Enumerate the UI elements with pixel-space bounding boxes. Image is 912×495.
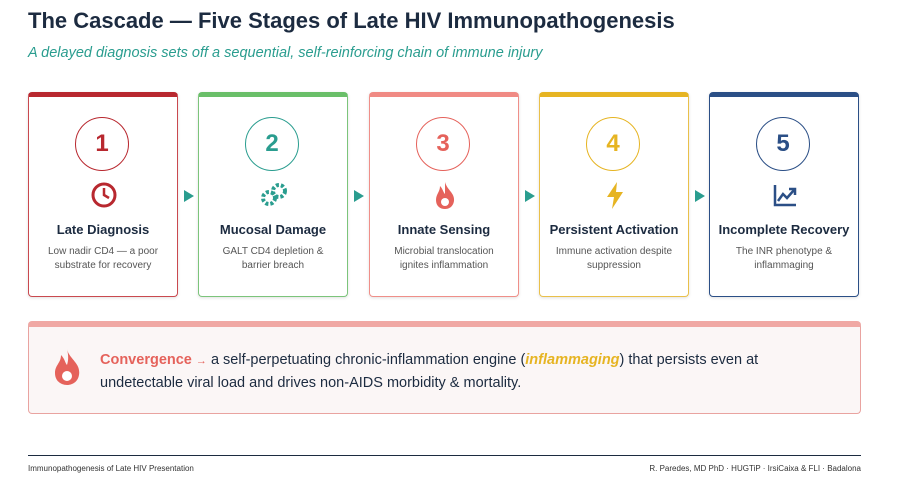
stage-icon xyxy=(88,179,120,211)
stage-card: 3 Innate Sensing Microbial translocation i… xyxy=(369,92,519,297)
title: The Cascade — Five Stages of Late HIV Im… xyxy=(28,8,675,33)
arrow: → xyxy=(195,355,207,367)
stage-icon xyxy=(769,179,801,211)
footer-rule xyxy=(28,455,861,456)
stage-card: 5 Incomplete Recovery The INR phenotype & … xyxy=(709,92,859,297)
arrow-head xyxy=(354,190,364,202)
convergence-text: Convergence → a self-perpetuating chroni… xyxy=(100,349,820,394)
stage-description: GALT CD4 depletion & barrier breach xyxy=(222,246,324,271)
icon xyxy=(91,182,117,208)
stage-number: 1 xyxy=(75,117,129,171)
stage-card: 2 Mucosal Damage GALT CD4 depletion & barr… xyxy=(198,92,348,297)
stage-description: Microbial translocation ignites inflamma… xyxy=(394,246,494,271)
stage-title: Incomplete Recovery xyxy=(718,222,850,237)
stage-title: Late Diagnosis xyxy=(56,222,150,237)
arrow xyxy=(354,189,364,202)
arrow-head xyxy=(695,190,705,202)
text: a self-perpetuating chronic-inflammation… xyxy=(210,352,526,368)
stage-card: 1 Late Diagnosis Low nadir CD4 — a poor su… xyxy=(28,92,178,297)
stage-description: Immune activation despite suppression xyxy=(555,246,673,271)
stage-number: 3 xyxy=(416,117,470,171)
stage-icon xyxy=(258,179,290,211)
arrow xyxy=(695,189,705,202)
stage-icon xyxy=(429,179,461,211)
arrow-head xyxy=(184,190,194,202)
convergence-box: Convergence → a self-perpetuating chroni… xyxy=(28,321,861,414)
icon xyxy=(607,182,623,209)
stage-title: Innate Sensing xyxy=(397,222,491,237)
text: ) that persists even at undetectable vir… xyxy=(100,352,759,391)
arrow-head xyxy=(525,190,535,202)
stage-number: 4 xyxy=(586,117,640,171)
stage-number: 5 xyxy=(756,117,810,171)
icon xyxy=(261,183,287,206)
arrow xyxy=(525,189,535,202)
icon xyxy=(773,185,797,207)
convergence-label: Convergence xyxy=(100,352,192,368)
stage-description: Low nadir CD4 — a poor substrate for rec… xyxy=(47,246,159,271)
stage-icon xyxy=(599,179,631,211)
stage-title: Persistent Activation xyxy=(549,222,679,237)
arrow xyxy=(184,189,194,202)
stage-number: 2 xyxy=(245,117,299,171)
stage-card: 4 Persistent Activation Immune activation … xyxy=(539,92,689,297)
subtitle: A delayed diagnosis sets off a sequentia… xyxy=(28,45,543,61)
footer-left: Immunopathogenesis of Late HIV Presentat… xyxy=(28,464,194,473)
footer-right: R. Paredes, MD PhD · HUGTiP · IrsiCaixa … xyxy=(649,464,861,473)
flame-icon xyxy=(55,349,80,385)
highlight: inflammaging xyxy=(525,352,620,368)
icon xyxy=(436,182,455,209)
stage-description: The INR phenotype & inflammaging xyxy=(735,246,833,271)
stage-title: Mucosal Damage xyxy=(219,222,327,237)
